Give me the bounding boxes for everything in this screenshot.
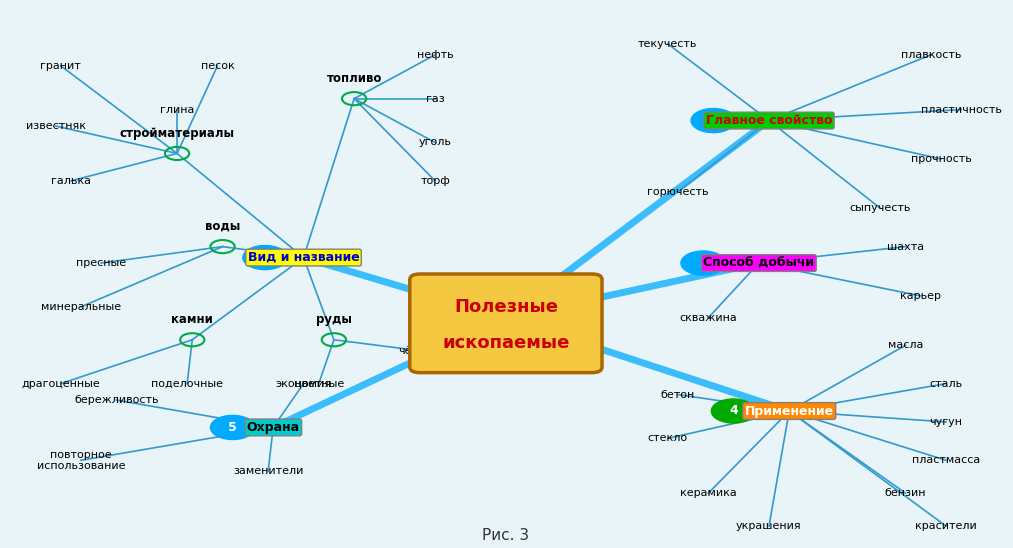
Text: 5: 5	[228, 421, 237, 434]
Text: Применение: Применение	[745, 404, 834, 418]
Text: Способ добычи: Способ добычи	[703, 256, 814, 270]
Text: Охрана: Охрана	[246, 421, 300, 434]
Text: сталь: сталь	[930, 379, 962, 389]
Text: Вид и название: Вид и название	[247, 251, 360, 264]
Text: плавкость: плавкость	[901, 50, 961, 60]
Text: пластичность: пластичность	[921, 105, 1002, 115]
Text: заменители: заменители	[233, 466, 303, 476]
Text: стройматериалы: стройматериалы	[120, 127, 235, 140]
Text: цветные: цветные	[294, 379, 343, 389]
Text: уголь: уголь	[418, 138, 452, 147]
Text: текучесть: текучесть	[638, 39, 698, 49]
Circle shape	[211, 415, 255, 439]
Text: поделочные: поделочные	[151, 379, 223, 389]
Text: бетон: бетон	[660, 390, 695, 399]
Text: пластмасса: пластмасса	[912, 455, 981, 465]
Text: руды: руды	[316, 313, 352, 326]
Text: чугун: чугун	[930, 417, 962, 427]
Text: Полезные: Полезные	[454, 298, 558, 316]
Text: минеральные: минеральные	[41, 302, 121, 312]
Text: пресные: пресные	[76, 258, 127, 268]
Text: 4: 4	[729, 404, 737, 418]
Text: нефть: нефть	[416, 50, 454, 60]
Text: бензин: бензин	[884, 488, 926, 498]
Text: 2: 2	[709, 114, 717, 127]
Text: керамика: керамика	[680, 488, 736, 498]
Text: Главное свойство: Главное свойство	[706, 114, 833, 127]
Text: прочность: прочность	[911, 154, 971, 164]
Circle shape	[243, 246, 288, 270]
Text: известняк: известняк	[25, 121, 86, 131]
Text: 1: 1	[260, 251, 269, 264]
Text: украшения: украшения	[736, 521, 802, 531]
Text: шахта: шахта	[887, 242, 924, 252]
Text: повторное
использование: повторное использование	[36, 449, 126, 471]
Text: камни: камни	[171, 313, 213, 326]
Text: гранит: гранит	[41, 61, 81, 71]
Text: карьер: карьер	[901, 291, 941, 301]
Text: топливо: топливо	[326, 72, 382, 85]
Text: чёрные: чёрные	[398, 346, 442, 356]
Text: красители: красители	[915, 521, 977, 531]
Text: глина: глина	[160, 105, 194, 115]
Text: скважина: скважина	[680, 313, 737, 323]
Text: воды: воды	[205, 220, 240, 233]
Text: масла: масла	[887, 340, 923, 350]
Circle shape	[691, 109, 735, 133]
Text: галька: галька	[51, 176, 91, 186]
Text: 3: 3	[699, 256, 707, 270]
Text: Рис. 3: Рис. 3	[482, 528, 530, 543]
Text: песок: песок	[201, 61, 234, 71]
FancyBboxPatch shape	[410, 274, 602, 373]
Text: драгоценные: драгоценные	[21, 379, 100, 389]
Circle shape	[711, 399, 756, 423]
Text: газ: газ	[425, 94, 445, 104]
Circle shape	[681, 251, 725, 275]
Text: торф: торф	[420, 176, 450, 186]
Text: сыпучесть: сыпучесть	[850, 203, 911, 213]
Text: бережливость: бережливость	[74, 395, 159, 405]
Text: горючесть: горючесть	[647, 187, 709, 197]
Text: экономия: экономия	[276, 379, 331, 389]
Text: ископаемые: ископаемые	[443, 334, 569, 351]
Text: стекло: стекло	[647, 433, 688, 443]
